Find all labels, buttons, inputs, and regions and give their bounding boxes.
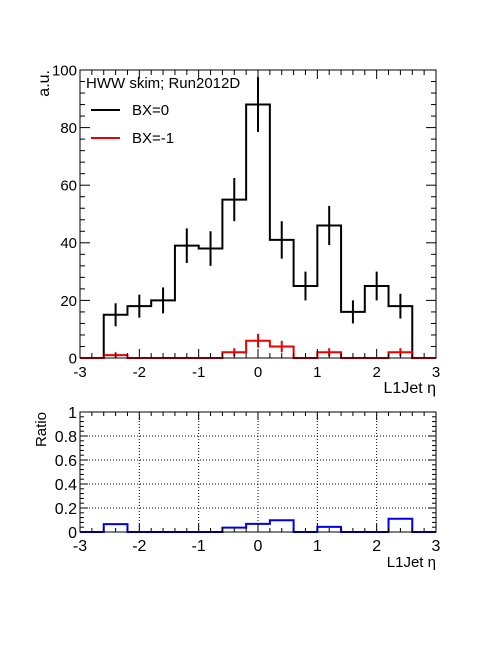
x-tick-label: 2 <box>372 364 380 381</box>
legend-label: BX=-1 <box>132 130 174 147</box>
x-tick-label: -1 <box>192 364 205 381</box>
x-tick-label: 3 <box>432 538 441 555</box>
legend-title: HWW skim; Run2012D <box>86 75 240 92</box>
y-tick-label: 100 <box>52 62 77 79</box>
x-tick-label: 1 <box>313 538 322 555</box>
x-tick-label: 0 <box>254 364 262 381</box>
top-panel: -3 -2 -1 0 1 2 3 0 20 40 60 80 100 L1Jet η a.u. HWW ski… <box>36 62 440 397</box>
x-axis-title: L1Jet η <box>384 380 436 397</box>
y-tick-label: 0.2 <box>55 501 77 518</box>
x-tick-label: -3 <box>73 364 86 381</box>
x-tick-label: 2 <box>372 538 381 555</box>
y-axis-title: a.u. <box>36 70 53 97</box>
y-tick-label: 1 <box>68 405 77 422</box>
y-tick-label: 0.8 <box>55 429 77 446</box>
y-axis-title: Ratio <box>33 412 50 447</box>
y-tick-label: 0.6 <box>55 453 77 470</box>
x-tick-label: -1 <box>192 538 206 555</box>
x-tick-label: -2 <box>132 538 146 555</box>
x-tick-label: 1 <box>313 364 321 381</box>
x-axis-title: L1Jet η <box>387 554 436 571</box>
x-tick-label: -2 <box>133 364 146 381</box>
y-tick-label: 40 <box>60 235 77 252</box>
x-tick-label: 0 <box>254 538 263 555</box>
y-tick-label: 0.4 <box>55 477 77 494</box>
legend-label: BX=0 <box>132 102 169 119</box>
y-tick-label: 0 <box>69 350 77 367</box>
x-tick-label: -3 <box>73 538 87 555</box>
ratio-panel: -3 -2 -1 0 1 2 3 0 0.2 0.4 0.6 0.8 1 L1Jet η Ratio <box>33 405 441 571</box>
x-tick-label: 3 <box>432 364 440 381</box>
y-tick-label: 20 <box>60 293 77 310</box>
y-tick-label: 80 <box>60 120 77 137</box>
y-tick-label: 0 <box>68 525 77 542</box>
y-tick-label: 60 <box>60 178 77 195</box>
